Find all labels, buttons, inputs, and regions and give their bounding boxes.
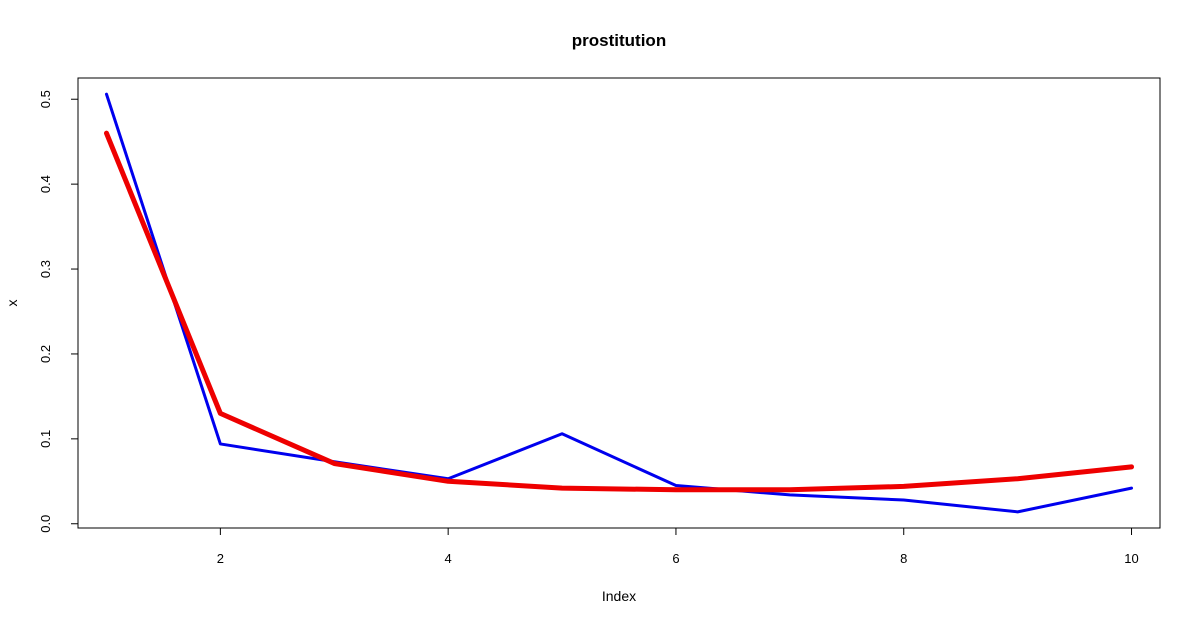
y-tick-label: 0.0: [38, 515, 53, 533]
x-axis: 2 4 6 8 10: [217, 527, 1139, 566]
y-tick-label: 0.1: [38, 430, 53, 448]
y-axis: 0.0 0.1 0.2 0.3 0.4 0.5: [38, 90, 79, 533]
series-layer: [103, 92, 1135, 514]
chart-title: prostitution: [572, 31, 666, 50]
x-tick-label: 8: [900, 551, 907, 566]
series-line-2: [103, 130, 1135, 493]
y-tick-label: 0.4: [38, 175, 53, 193]
x-tick-label: 4: [445, 551, 452, 566]
x-axis-label: Index: [602, 588, 636, 604]
y-tick-label: 0.3: [38, 260, 53, 278]
x-tick-label: 2: [217, 551, 224, 566]
y-tick-label: 0.2: [38, 345, 53, 363]
x-tick-label: 10: [1124, 551, 1138, 566]
series-line-1: [104, 92, 1134, 514]
y-axis-label: x: [4, 300, 20, 307]
x-tick-label: 6: [672, 551, 679, 566]
y-tick-label: 0.5: [38, 90, 53, 108]
